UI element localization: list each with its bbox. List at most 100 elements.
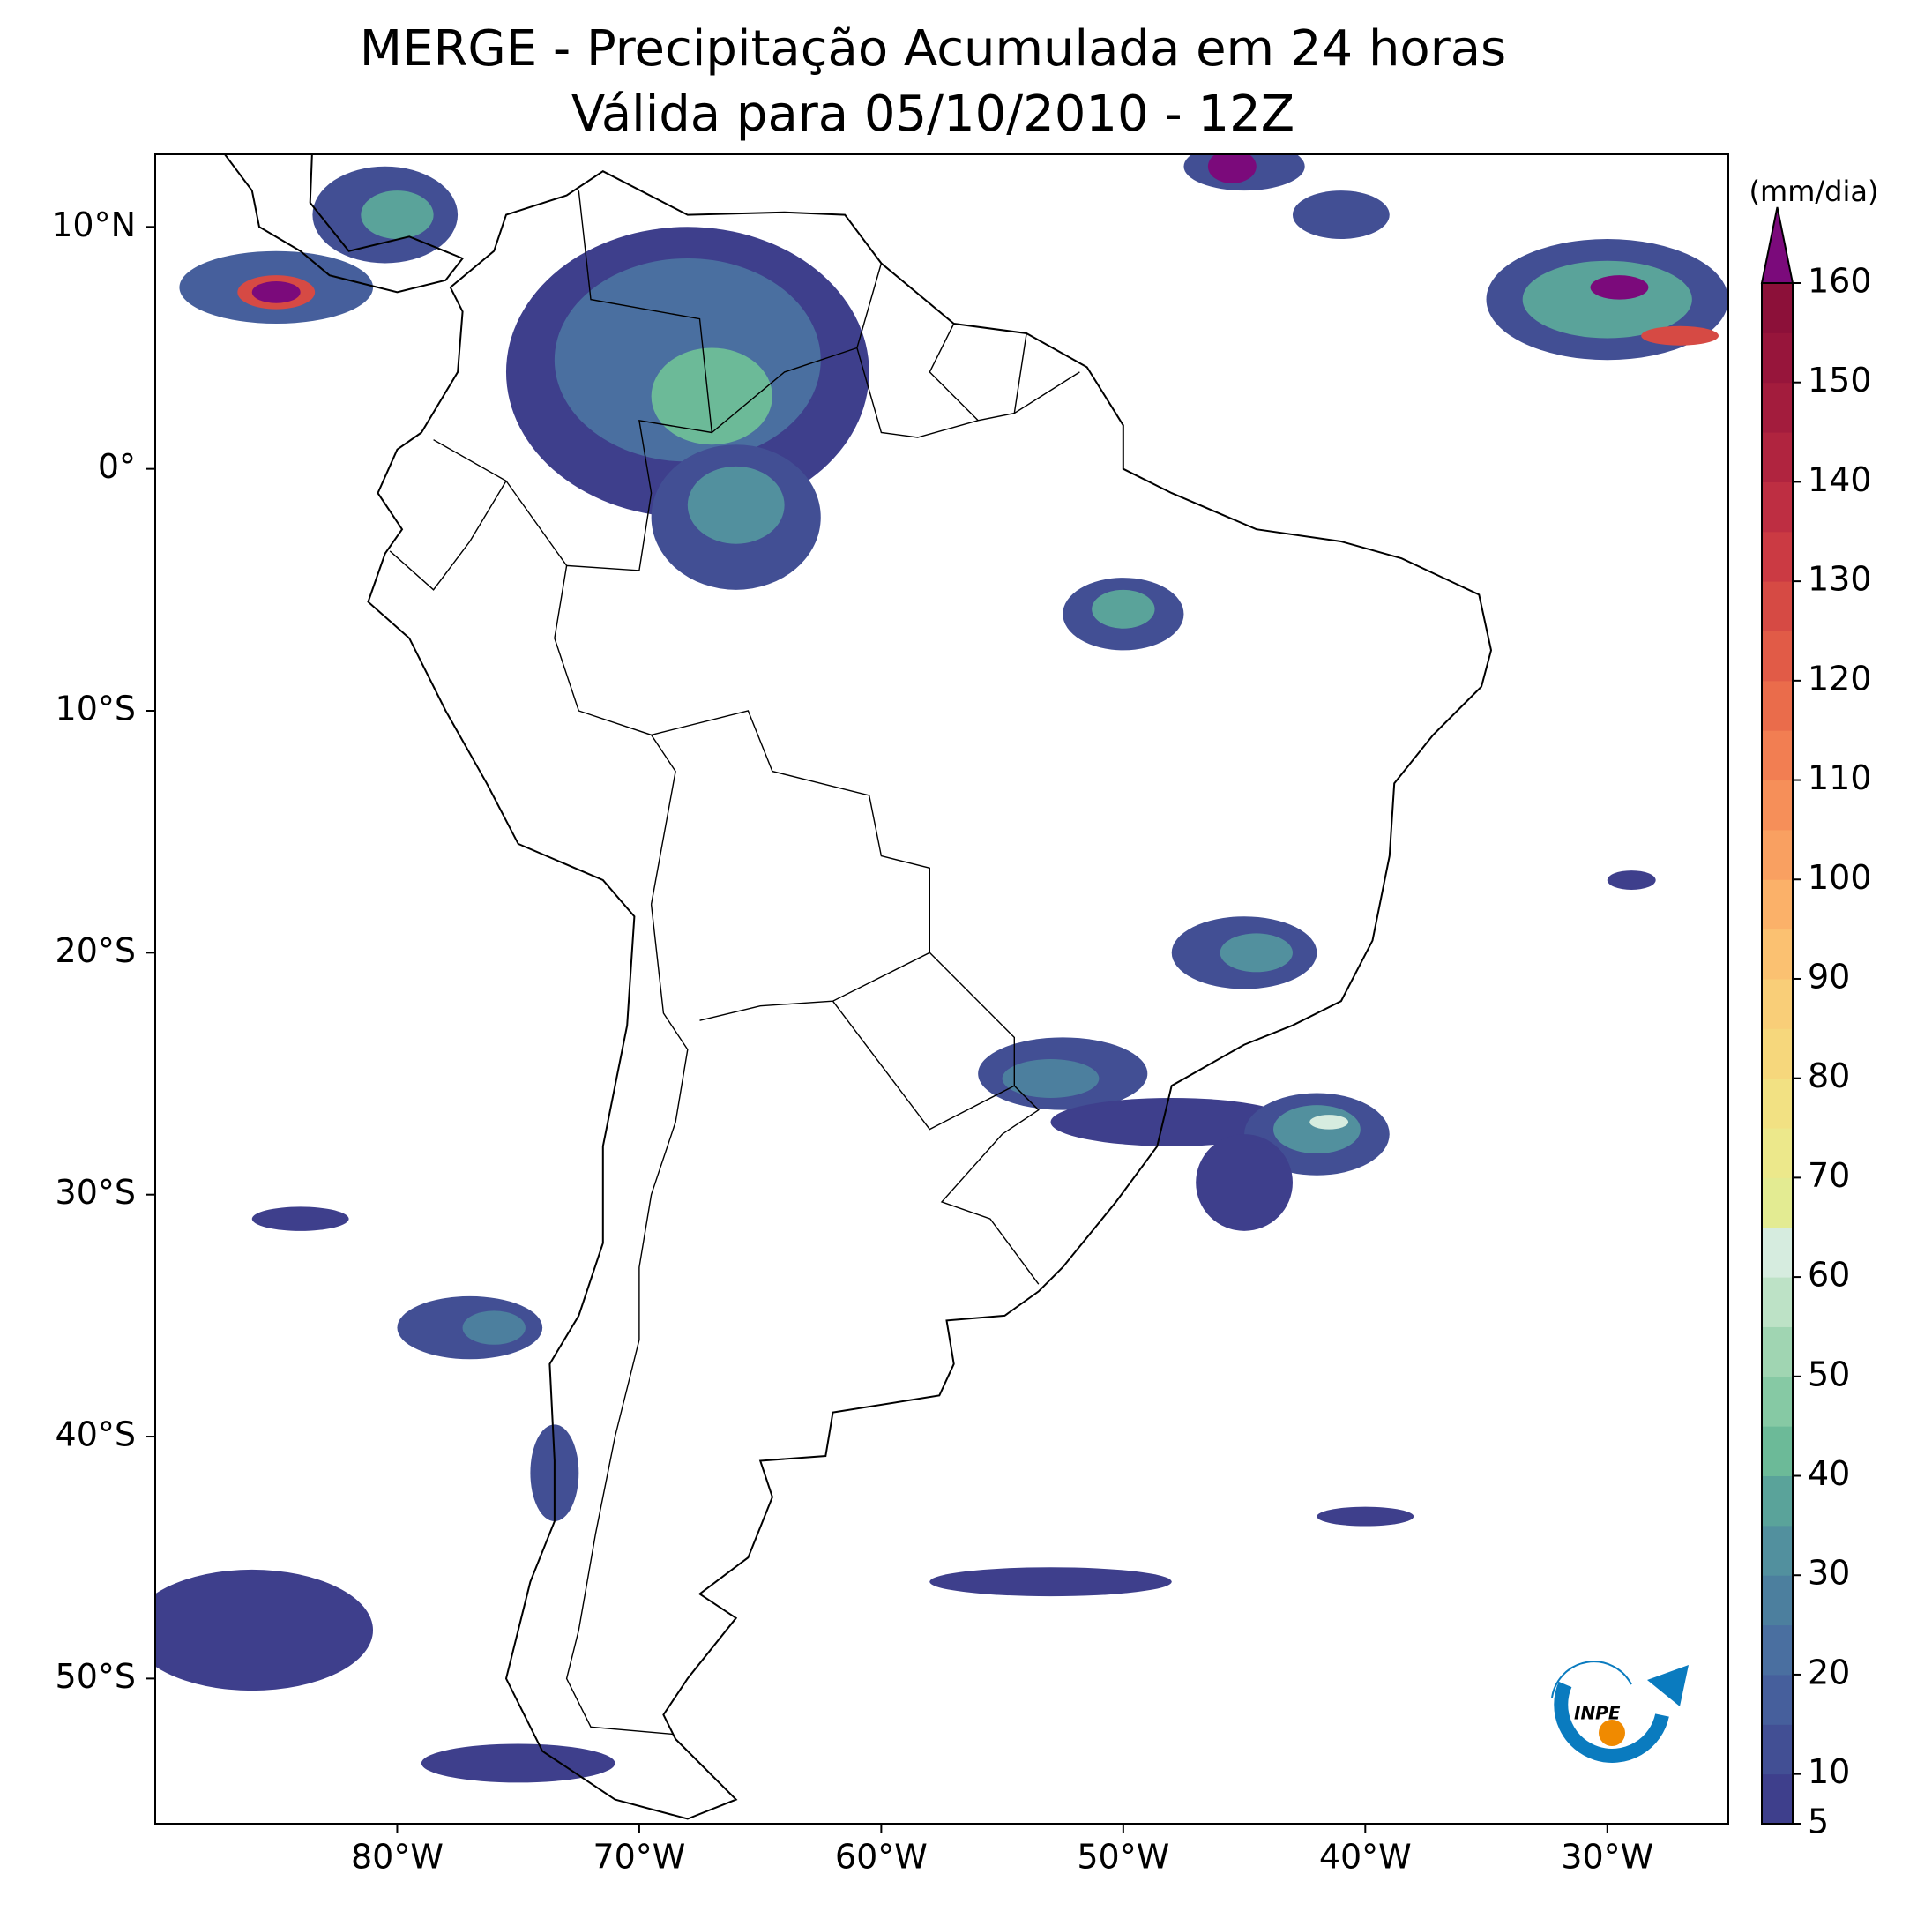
colorbar-band	[1762, 432, 1793, 482]
colorbar-band	[1762, 1028, 1793, 1079]
x-tick-label: 70°W	[593, 1838, 685, 1877]
precip-area	[1196, 1134, 1293, 1231]
colorbar-band	[1762, 581, 1793, 631]
colorbar-tick-label: 40	[1808, 1454, 1850, 1493]
logo-dot	[1599, 1720, 1625, 1746]
precip-area	[687, 466, 785, 544]
colorbar-band	[1762, 1624, 1793, 1676]
colorbar-tick-label: 80	[1808, 1056, 1850, 1095]
colorbar-band	[1762, 1724, 1793, 1775]
colorbar-tick-label: 140	[1808, 460, 1872, 499]
colorbar-tick-label: 20	[1808, 1653, 1850, 1691]
colorbar-band	[1762, 829, 1793, 880]
colorbar-tick-label: 150	[1808, 361, 1872, 399]
precip-area	[1050, 1097, 1293, 1146]
y-tick-label: 50°S	[56, 1657, 136, 1696]
colorbar-band	[1762, 929, 1793, 980]
logo-arrow	[1647, 1665, 1689, 1706]
colorbar-band	[1762, 631, 1793, 682]
precip-area	[1092, 589, 1155, 629]
x-tick-label: 40°W	[1319, 1838, 1412, 1877]
colorbar-band	[1762, 1426, 1793, 1477]
x-tick-label: 80°W	[351, 1838, 444, 1877]
precip-area	[1273, 1105, 1361, 1154]
colorbar-band	[1762, 1674, 1793, 1725]
border-line	[940, 1085, 1040, 1285]
precip-area	[1002, 1059, 1100, 1098]
logo-orbit	[1551, 1661, 1632, 1698]
precip-area	[1309, 1115, 1349, 1130]
y-tick-label: 10°S	[56, 690, 136, 728]
logo-text: INPE	[1574, 1703, 1621, 1724]
colorbar-tick-label: 130	[1808, 560, 1872, 599]
colorbar-tick-label: 50	[1808, 1355, 1850, 1393]
border-line	[929, 323, 979, 422]
colorbar-band	[1762, 978, 1793, 1029]
colorbar-tick-label: 160	[1808, 262, 1872, 301]
map-subtitle: Válida para 05/10/2010 - 12Z	[571, 86, 1294, 143]
colorbar-tick-label: 70	[1808, 1156, 1850, 1195]
precip-area	[651, 347, 772, 445]
border-line	[651, 710, 930, 1021]
colorbar-band	[1762, 1078, 1793, 1129]
colorbar-tick-label: 30	[1808, 1554, 1850, 1593]
precip-area	[251, 281, 301, 303]
y-tick-label: 0°	[98, 447, 136, 486]
colorbar-band	[1762, 780, 1793, 831]
border-line	[1013, 332, 1027, 414]
colorbar-tick-label: 120	[1808, 659, 1872, 698]
colorbar-band	[1762, 1575, 1793, 1626]
colorbar-band	[1762, 879, 1793, 930]
border-line	[832, 952, 1015, 1131]
colorbar-band	[1762, 1177, 1793, 1228]
colorbar-band	[1762, 382, 1793, 433]
border-line	[389, 481, 507, 591]
colorbar-frame	[1761, 282, 1794, 1825]
colorbar-extend	[1760, 206, 1794, 284]
colorbar-band	[1762, 283, 1793, 333]
colorbar-band	[1762, 1773, 1793, 1825]
precip-area	[1522, 260, 1692, 339]
colorbar-band	[1762, 1326, 1793, 1377]
logo-arc	[1554, 1681, 1669, 1763]
colorbar-band	[1762, 1376, 1793, 1427]
colorbar-tick-label: 90	[1808, 957, 1850, 996]
precip-area	[251, 1206, 349, 1231]
precip-area	[1641, 325, 1719, 346]
map-title: MERGE - Precipitação Acumulada em 24 hor…	[360, 20, 1506, 78]
colorbar-band	[1762, 481, 1793, 533]
x-tick-label: 50°W	[1077, 1838, 1169, 1877]
coastline	[367, 170, 1493, 1820]
precip-area	[1220, 933, 1293, 973]
inpe-logo: INPE	[1551, 1661, 1689, 1763]
y-tick-label: 20°S	[56, 931, 136, 970]
precip-area	[929, 1567, 1172, 1597]
colorbar-band	[1762, 1525, 1793, 1576]
precip-area	[462, 1310, 526, 1345]
border-line	[711, 347, 858, 434]
y-tick-label: 30°S	[56, 1173, 136, 1212]
colorbar-tick-label: 100	[1808, 858, 1872, 897]
coastline	[223, 154, 465, 294]
x-tick-label: 30°W	[1561, 1838, 1653, 1877]
x-tick-label: 60°W	[835, 1838, 928, 1877]
colorbar-tick-label: 5	[1808, 1803, 1829, 1841]
colorbar-tick-label: 60	[1808, 1256, 1850, 1295]
colorbar-band	[1762, 1277, 1793, 1327]
precip-area	[155, 1569, 373, 1691]
colorbar-label: (mm/dia)	[1749, 175, 1879, 208]
precip-area	[361, 190, 434, 240]
precip-area	[1317, 1506, 1414, 1527]
precip-area	[421, 1743, 615, 1783]
y-tick-label: 10°N	[51, 205, 136, 244]
colorbar: 5 10 20 30 40 50 60 70 80 90 100 110 120 130 140 150 160	[1760, 206, 1872, 1841]
border-line	[565, 904, 689, 1736]
colorbar-band	[1762, 531, 1793, 582]
colorbar-tick-label: 110	[1808, 758, 1872, 797]
precip-area	[1207, 154, 1257, 183]
precip-area	[1292, 190, 1390, 240]
colorbar-band	[1762, 680, 1793, 731]
precip-area	[1607, 870, 1656, 891]
colorbar-band	[1762, 730, 1793, 781]
